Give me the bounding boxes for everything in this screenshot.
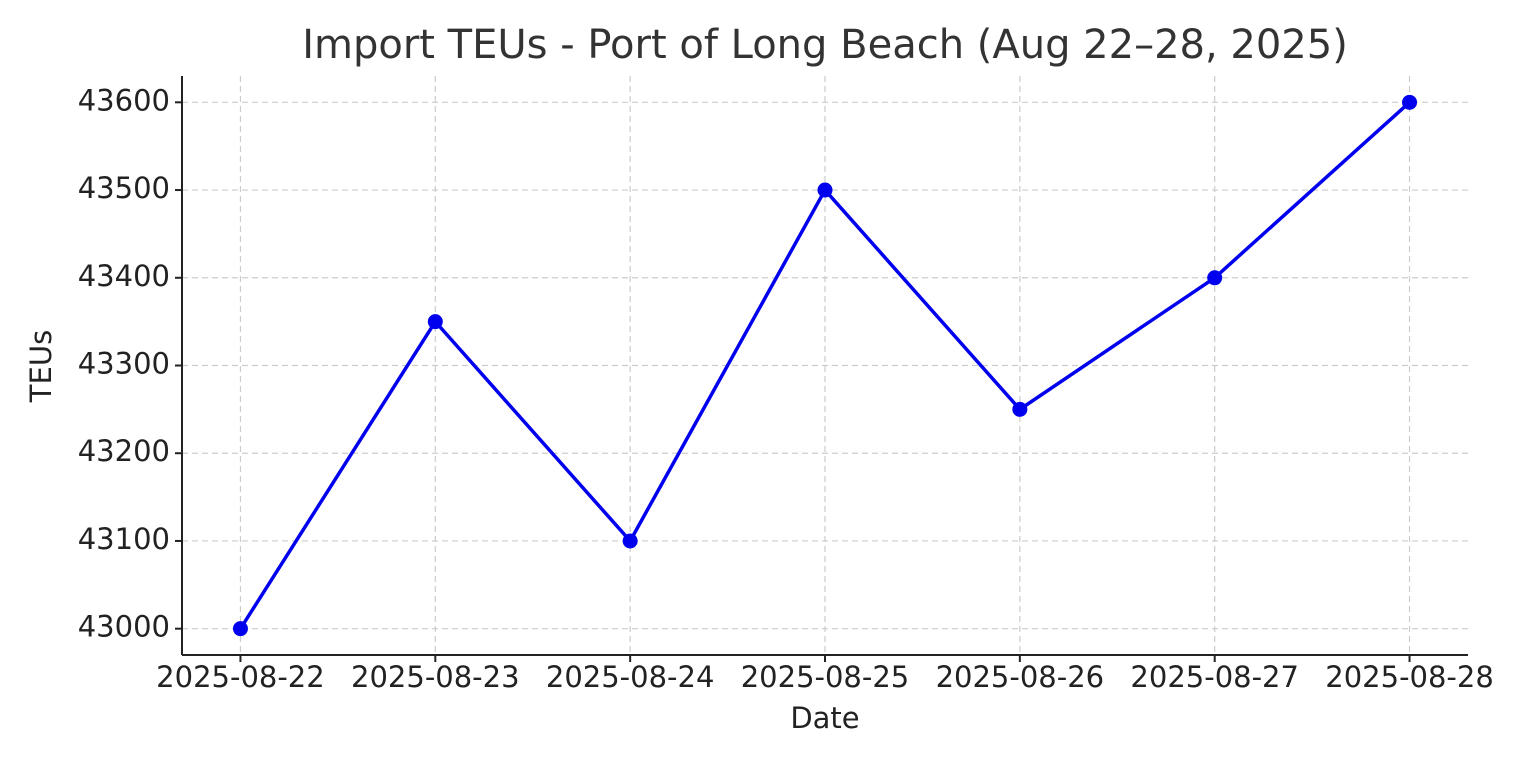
data-point [427,314,443,330]
chart-title: Import TEUs - Port of Long Beach (Aug 22… [302,22,1348,68]
y-tick-label: 43600 [78,83,170,117]
data-point [817,182,833,198]
x-tick-label: 2025-08-27 [1130,660,1299,694]
data-point [622,533,638,549]
data-point [1012,401,1028,417]
x-tick-label: 2025-08-23 [351,660,520,694]
x-tick-label: 2025-08-28 [1325,660,1494,694]
x-axis-label: Date [790,701,859,735]
y-axis-label: TEUs [24,330,58,403]
x-tick-label: 2025-08-26 [936,660,1105,694]
y-tick-label: 43500 [78,171,170,205]
data-point [1207,270,1223,286]
x-tick-label: 2025-08-24 [546,660,715,694]
y-tick-label: 43400 [78,259,170,293]
y-tick-label: 43100 [78,522,170,556]
data-point [232,621,248,637]
x-tick-label: 2025-08-25 [741,660,910,694]
data-point [1402,94,1418,110]
y-tick-label: 43200 [78,434,170,468]
x-tick-label: 2025-08-22 [156,660,325,694]
y-tick-label: 43300 [78,347,170,381]
y-tick-label: 43000 [78,610,170,644]
